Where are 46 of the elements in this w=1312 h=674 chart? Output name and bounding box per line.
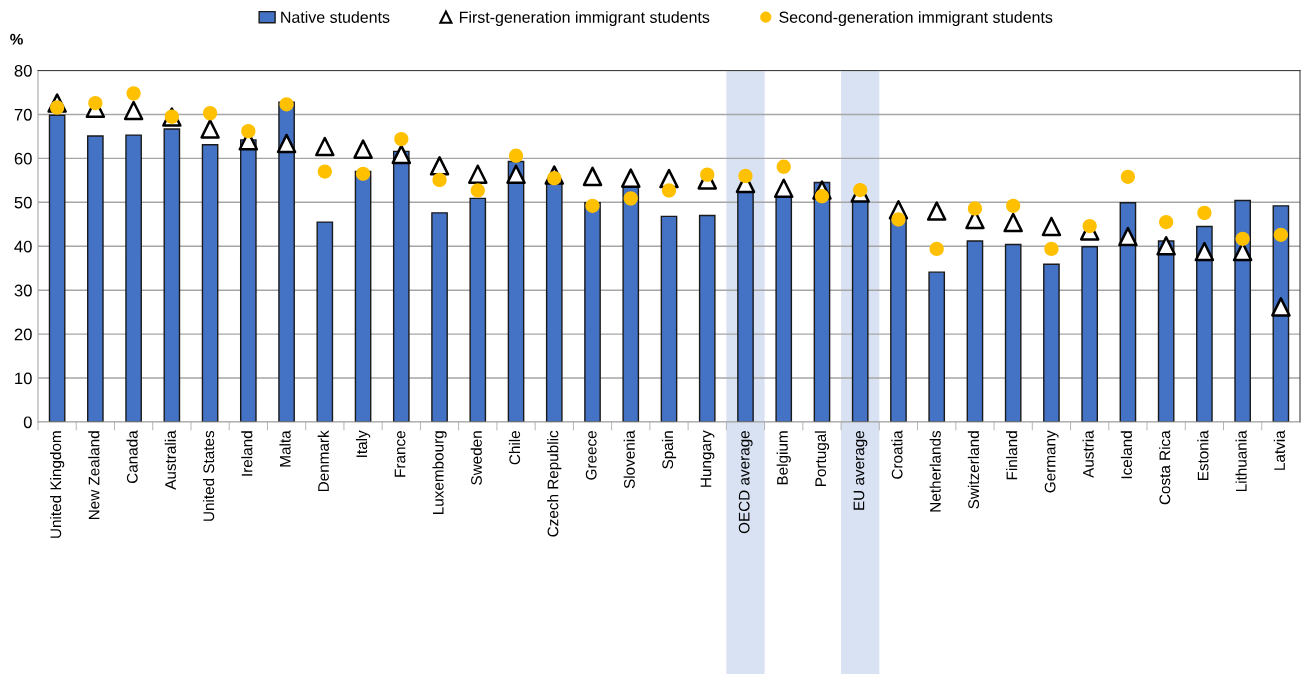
x-tick-label: Australia	[164, 430, 176, 490]
x-tick-label: Finland	[1006, 431, 1018, 480]
x-tick-label: Portugal	[814, 431, 830, 486]
x-tick-label: Denmark	[317, 430, 329, 492]
x-tick-label: Slovenia	[623, 430, 635, 489]
x-tick-label: Ireland	[241, 431, 253, 476]
y-tick-label: 70	[14, 108, 32, 121]
y-tick-label: 80	[14, 64, 32, 77]
x-tick-label: Germany	[1044, 430, 1059, 493]
x-tick-label: Austria	[1082, 430, 1094, 478]
legend-label: First-generation immigrant students	[459, 11, 710, 27]
x-tick-label: Spain	[661, 431, 677, 469]
x-tick-label: Latvia	[1273, 430, 1285, 470]
x-tick-label: New Zealand	[88, 431, 100, 520]
x-tick-label: Luxembourg	[432, 431, 447, 514]
x-tick-label: Canada	[126, 430, 138, 484]
x-tick-label: Lithuania	[1235, 430, 1247, 492]
legend-label: Native students	[281, 11, 390, 23]
x-tick-label: Costa Rica	[1159, 430, 1171, 505]
x-tick-label: Chile	[508, 431, 521, 465]
x-tick-label: Belgium	[776, 431, 791, 485]
x-tick-label: Hungary	[700, 430, 715, 487]
x-tick-label: Malta	[279, 430, 291, 467]
y-tick-label: 30	[14, 284, 32, 297]
legend-label: Second-generation immigrant students	[779, 11, 1053, 27]
y-tick-label: 0	[23, 416, 32, 429]
y-tick-label: 10	[15, 372, 32, 385]
x-tick-label: Czech Republic	[547, 430, 562, 537]
x-tick-label: Estonia	[1197, 430, 1209, 481]
x-tick-label: France	[394, 431, 406, 477]
x-tick-label: Greece	[585, 431, 597, 480]
x-tick-label: Iceland	[1120, 431, 1133, 479]
x-tick-label: EU average	[853, 431, 868, 510]
x-tick-label: United Kingdom	[50, 431, 65, 538]
x-tick-label: United States	[202, 430, 215, 521]
x-tick-label: Sweden	[470, 431, 482, 485]
y-tick-label: 50	[14, 196, 32, 209]
y-tick-label: 40	[14, 240, 32, 253]
x-tick-label: Switzerland	[967, 431, 980, 509]
x-tick-label: Croatia	[891, 430, 903, 479]
y-tick-label: 20	[14, 328, 32, 341]
x-tick-label: Italy	[355, 430, 371, 457]
x-tick-label: OECD average	[738, 431, 753, 534]
x-tick-label: Netherlands	[929, 430, 941, 512]
y-axis-title: %	[10, 33, 23, 45]
y-tick-label: 60	[14, 152, 32, 165]
